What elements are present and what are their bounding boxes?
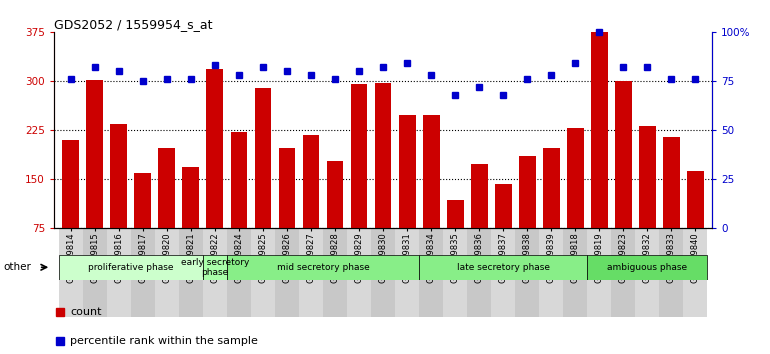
Bar	[423, 115, 440, 278]
Bar	[110, 124, 127, 278]
Bar	[135, 173, 151, 278]
Text: mid secretory phase: mid secretory phase	[276, 263, 370, 272]
Bar	[395, 228, 419, 317]
Bar	[567, 128, 584, 278]
Bar	[326, 161, 343, 278]
Bar	[399, 115, 416, 278]
Bar	[419, 255, 588, 280]
Bar	[86, 80, 103, 278]
Bar	[82, 228, 107, 317]
Text: count: count	[70, 307, 102, 317]
Bar	[588, 228, 611, 317]
Bar	[206, 69, 223, 278]
Bar	[588, 255, 708, 280]
Bar	[375, 83, 391, 278]
Bar	[519, 156, 536, 278]
Bar	[251, 228, 275, 317]
Bar	[131, 228, 155, 317]
Bar	[347, 228, 371, 317]
Bar	[470, 164, 487, 278]
Text: other: other	[4, 262, 32, 272]
Text: late secretory phase: late secretory phase	[457, 263, 550, 272]
Bar	[255, 87, 271, 278]
Bar	[159, 148, 176, 278]
Bar	[62, 140, 79, 278]
Bar	[467, 228, 491, 317]
Bar	[564, 228, 588, 317]
Bar	[539, 228, 564, 317]
Bar	[279, 148, 296, 278]
Bar	[611, 228, 635, 317]
Text: GDS2052 / 1559954_s_at: GDS2052 / 1559954_s_at	[54, 18, 213, 31]
Bar	[203, 255, 227, 280]
Bar	[59, 255, 203, 280]
Text: proliferative phase: proliferative phase	[88, 263, 173, 272]
Bar	[155, 228, 179, 317]
Bar	[515, 228, 539, 317]
Bar	[495, 184, 511, 278]
Bar	[275, 228, 299, 317]
Bar	[350, 84, 367, 278]
Bar	[491, 228, 515, 317]
Bar	[591, 32, 608, 278]
Bar	[227, 255, 419, 280]
Bar	[444, 228, 467, 317]
Bar	[447, 200, 464, 278]
Text: ambiguous phase: ambiguous phase	[608, 263, 688, 272]
Bar	[182, 167, 199, 278]
Bar	[635, 228, 659, 317]
Bar	[179, 228, 203, 317]
Bar	[543, 148, 560, 278]
Bar	[687, 171, 704, 278]
Bar	[371, 228, 395, 317]
Bar	[659, 228, 684, 317]
Bar	[639, 126, 656, 278]
Bar	[107, 228, 131, 317]
Bar	[230, 132, 247, 278]
Bar	[323, 228, 347, 317]
Bar	[203, 228, 227, 317]
Bar	[299, 228, 323, 317]
Bar	[684, 228, 708, 317]
Bar	[59, 228, 82, 317]
Bar	[303, 135, 320, 278]
Bar	[663, 137, 680, 278]
Text: percentile rank within the sample: percentile rank within the sample	[70, 336, 258, 346]
Bar	[419, 228, 444, 317]
Bar	[615, 81, 631, 278]
Text: early secretory
phase: early secretory phase	[181, 258, 249, 277]
Bar	[227, 228, 251, 317]
